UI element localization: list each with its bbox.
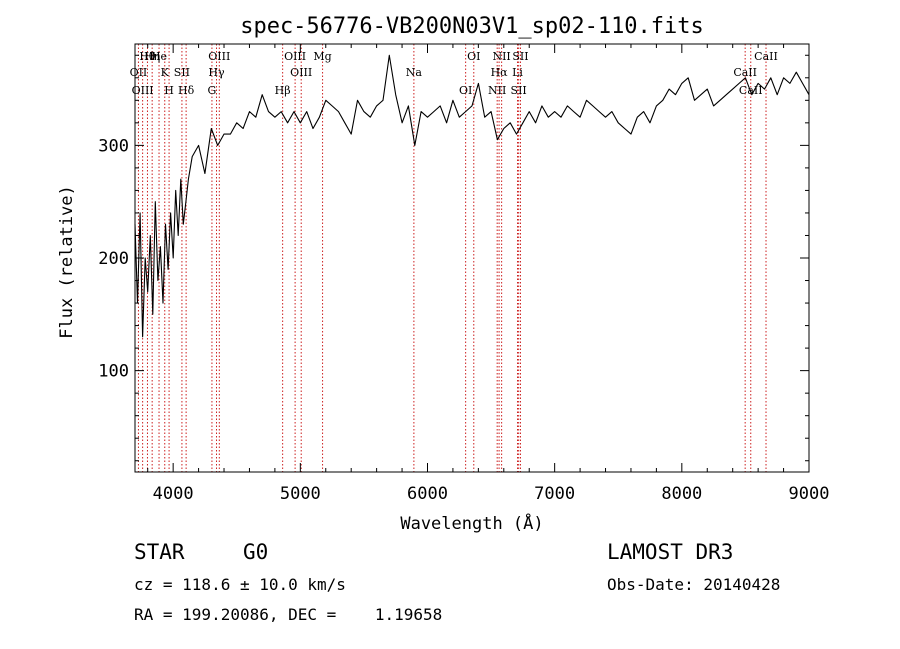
line-label-24: SII <box>512 50 528 63</box>
line-label-11: G <box>208 84 217 97</box>
line-label-27: CaII <box>754 50 778 63</box>
plot-frame <box>134 43 810 473</box>
x-tick-label: 8000 <box>661 484 702 504</box>
ra-dec: RA = 199.20086, DEC = 1.19658 <box>134 605 443 624</box>
line-label-14: Hβ <box>275 84 291 97</box>
redshift-cz: cz = 118.6 ± 10.0 km/s <box>134 575 346 594</box>
line-label-12: OIII <box>284 50 306 63</box>
x-tick-label: 6000 <box>407 484 448 504</box>
line-label-25: CaII <box>733 66 757 79</box>
line-label-7: SII <box>174 66 190 79</box>
line-label-2: OIII <box>132 84 154 97</box>
y-tick-label: 200 <box>98 249 129 269</box>
line-label-0: Hθ <box>139 50 156 63</box>
line-label-3: Hη <box>144 50 160 63</box>
spectral-line-markers <box>137 44 767 472</box>
line-label-5: H <box>164 84 174 97</box>
line-label-17: OI <box>459 84 472 97</box>
line-label-23: SII <box>511 84 527 97</box>
spectrum-series <box>134 54 810 338</box>
survey-name: LAMOST DR3 <box>607 540 734 564</box>
line-label-4: K <box>161 66 170 79</box>
line-label-9: OIII <box>208 50 230 63</box>
line-label-10: Hγ <box>208 66 225 79</box>
x-axis-label: Wavelength (Å) <box>400 512 543 534</box>
line-label-8: Hδ <box>178 84 195 97</box>
line-label-6: He <box>151 50 167 63</box>
y-axis-ticks: 100 200 300 <box>98 54 809 462</box>
observation-date: Obs-Date: 20140428 <box>607 575 781 594</box>
line-label-18: OI <box>467 50 480 63</box>
line-label-20: NII <box>488 84 506 97</box>
x-tick-label: 7000 <box>534 484 575 504</box>
line-label-21: NII <box>492 50 510 63</box>
line-label-22: Li <box>512 66 523 79</box>
object-subclass: G0 <box>243 540 269 564</box>
line-label-19: Hα <box>491 66 509 79</box>
flux-series <box>134 54 810 338</box>
x-axis-ticks: 4000 5000 6000 7000 8000 9000 <box>147 44 830 504</box>
x-tick-label: 4000 <box>153 484 194 504</box>
line-label-13: OIII <box>290 66 312 79</box>
y-axis-label: Flux (relative) <box>57 185 77 339</box>
line-label-15: Mg <box>313 50 331 63</box>
y-tick-label: 100 <box>98 362 129 382</box>
line-label-16: Na <box>406 66 423 79</box>
line-label-1: OII <box>130 66 148 79</box>
chart-title: spec-56776-VB200N03V1_sp02-110.fits <box>240 14 704 39</box>
y-tick-label: 300 <box>98 136 129 156</box>
object-class: STAR <box>134 540 185 564</box>
x-tick-label: 5000 <box>280 484 321 504</box>
x-tick-label: 9000 <box>789 484 830 504</box>
